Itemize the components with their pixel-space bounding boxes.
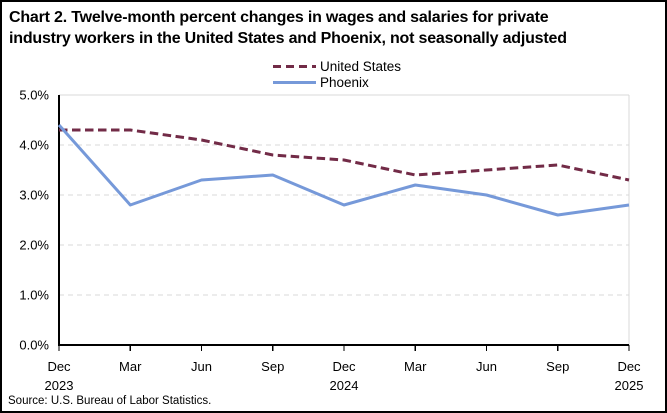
- x-tick-label-month: Dec: [617, 359, 641, 374]
- x-tick-label-year: 2025: [615, 378, 644, 393]
- y-tick-label: 5.0%: [19, 88, 49, 103]
- legend-swatch-phoenix-solid-line: [273, 80, 316, 84]
- x-tick-label-year: 2024: [330, 378, 359, 393]
- x-tick-label-year: 2023: [45, 378, 74, 393]
- y-tick-label: 2.0%: [19, 238, 49, 253]
- chart-title-line1: Chart 2. Twelve-month percent changes in…: [9, 9, 549, 26]
- legend-label-united-states: United States: [320, 58, 402, 74]
- x-tick-label-month: Jun: [191, 359, 212, 374]
- chart-title: Chart 2. Twelve-month percent changes in…: [9, 7, 661, 49]
- x-tick-label-month: Dec: [47, 359, 71, 374]
- y-tick-label: 3.0%: [19, 188, 49, 203]
- x-tick-label-month: Sep: [261, 359, 284, 374]
- y-tick-label: 1.0%: [19, 288, 49, 303]
- chart-title-line2: industry workers in the United States an…: [9, 30, 567, 48]
- y-tick-label: 4.0%: [19, 138, 49, 153]
- legend-item-united-states: United States: [273, 58, 401, 74]
- x-tick-label-month: Mar: [119, 359, 142, 374]
- x-tick-label-month: Sep: [546, 359, 569, 374]
- x-tick-label-month: Mar: [404, 359, 427, 374]
- y-tick-label: 0.0%: [19, 338, 49, 353]
- source-note: Source: U.S. Bureau of Labor Statistics.: [8, 395, 212, 407]
- legend: United States Phoenix: [273, 58, 401, 90]
- x-tick-label-month: Dec: [332, 359, 356, 374]
- legend-label-phoenix: Phoenix: [320, 74, 369, 90]
- series-line-phoenix: [57, 124, 630, 217]
- legend-swatch-us-dashed-line: [273, 64, 316, 68]
- series-line-united-states: [59, 128, 630, 182]
- legend-item-phoenix: Phoenix: [273, 74, 401, 90]
- x-tick-label-month: Jun: [476, 359, 497, 374]
